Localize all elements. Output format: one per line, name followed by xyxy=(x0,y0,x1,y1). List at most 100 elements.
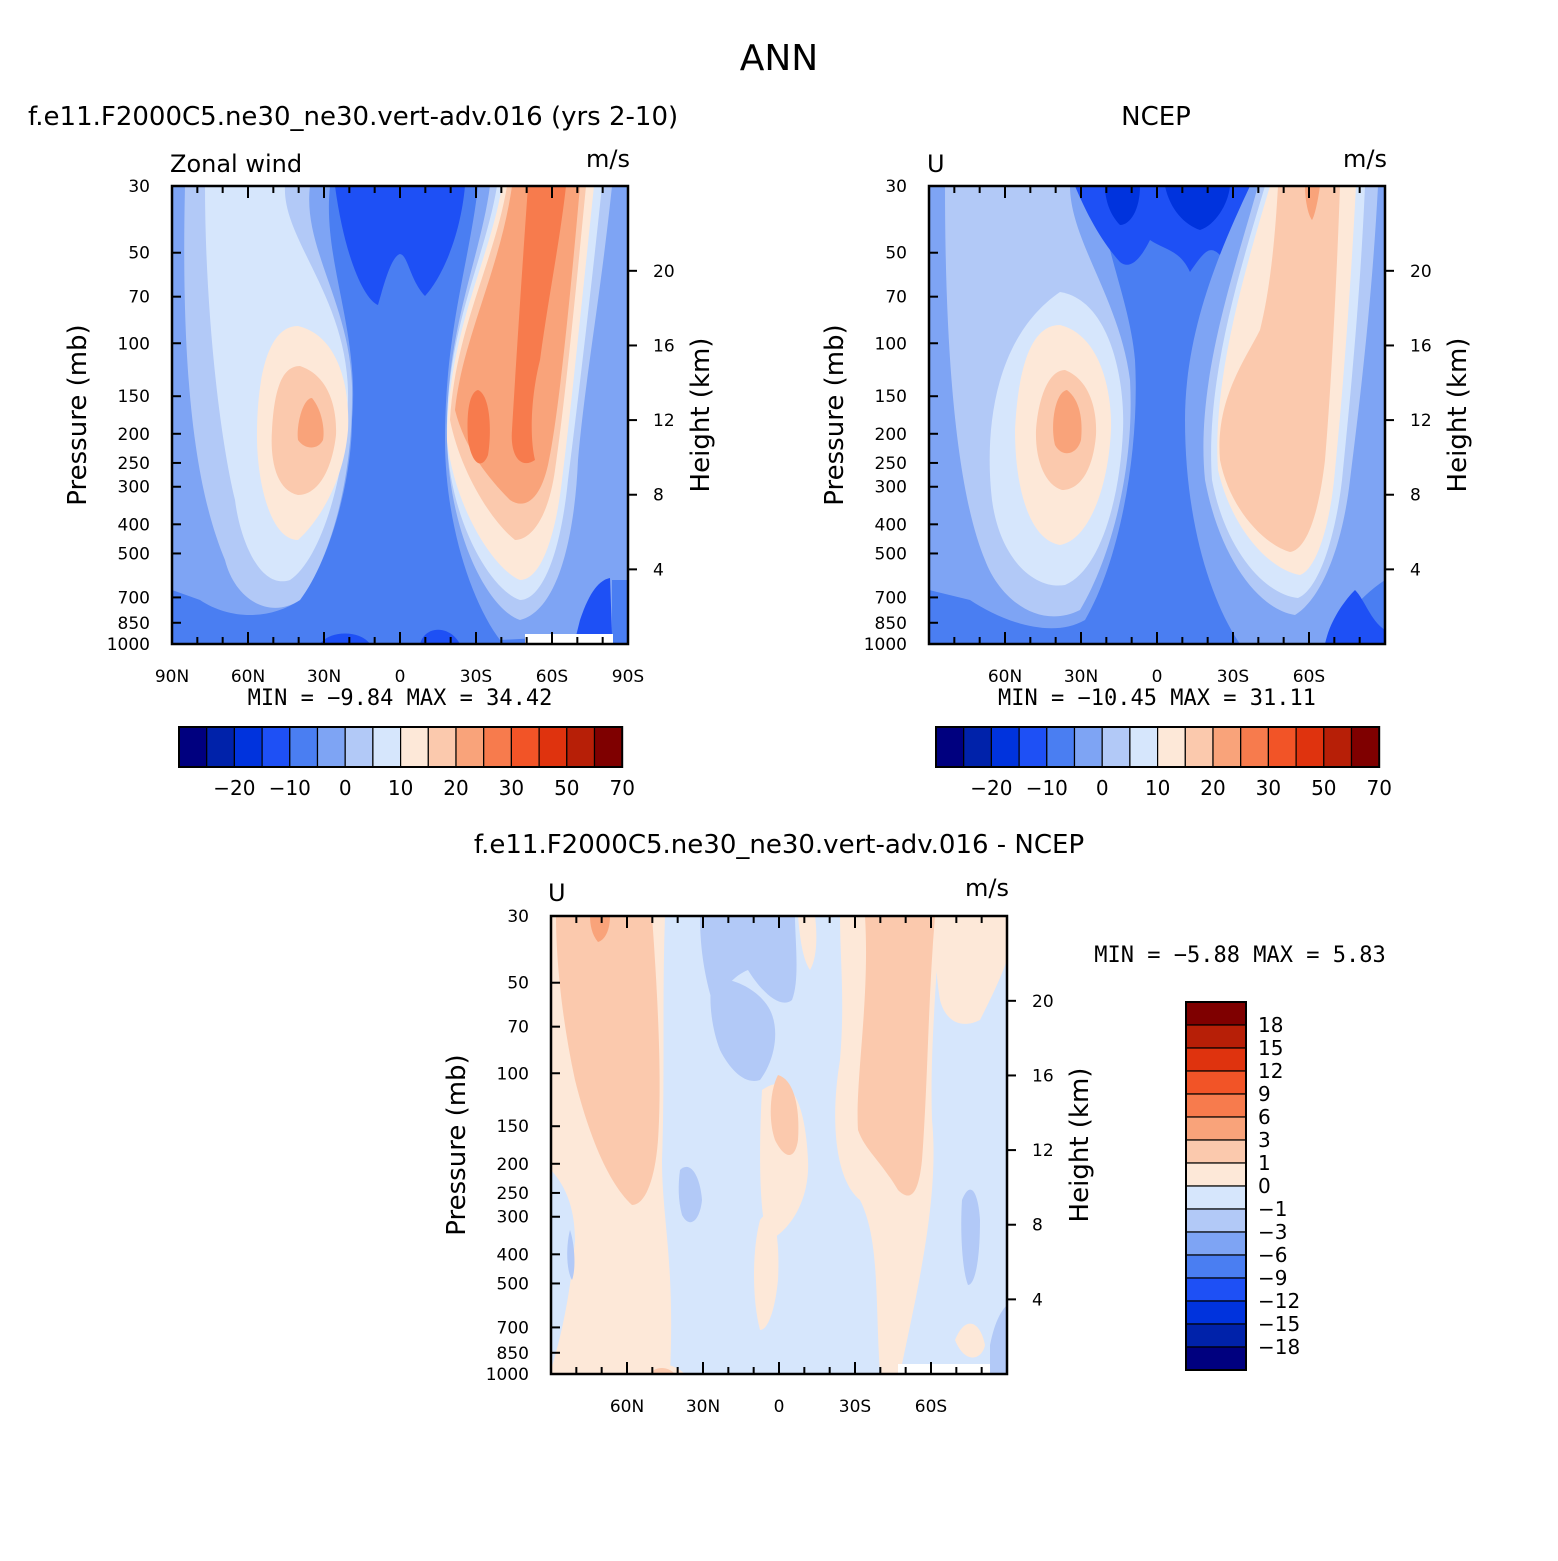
colorbar-swatch xyxy=(1018,726,1048,768)
contour-band xyxy=(590,916,610,942)
colorbar-swatch xyxy=(1185,1116,1247,1141)
colorbar-swatch xyxy=(1185,1185,1247,1210)
x-tick-label: 0 xyxy=(774,1397,785,1417)
y2-axis-label: Height (km) xyxy=(1065,1068,1095,1223)
contour-band xyxy=(1219,186,1340,552)
y-tick-label: 200 xyxy=(497,1155,529,1175)
contour-band xyxy=(961,1189,980,1285)
colorbar-swatch xyxy=(1267,726,1297,768)
colorbar-swatch xyxy=(1185,1208,1247,1233)
y-tick-label: 150 xyxy=(497,1117,529,1137)
x-tick-label: 60N xyxy=(231,667,265,687)
contour-band xyxy=(990,1305,1007,1374)
panel-ncep: NCEP U m/s 30507010015020025030040050070… xyxy=(820,102,1473,800)
x-tick-label: 0 xyxy=(395,667,406,687)
y-tick-label: 500 xyxy=(118,544,150,564)
colorbar-swatch xyxy=(935,726,965,768)
y-tick-label: 30 xyxy=(885,177,907,197)
colorbar: −20 −10 0 10 20 30 50 70 xyxy=(935,726,1392,800)
y2-tick-label: 16 xyxy=(1032,1066,1054,1086)
y-tick-label: 100 xyxy=(118,334,150,354)
x-tick-label: 30N xyxy=(686,1397,720,1417)
min-max-stats: MIN = −9.84 MAX = 34.42 xyxy=(248,686,553,711)
colorbar-label: 50 xyxy=(554,776,579,800)
colorbar-swatch xyxy=(1350,726,1380,768)
y2-tick-label: 4 xyxy=(1410,560,1421,580)
y-tick-label: 850 xyxy=(497,1344,529,1364)
missing-data xyxy=(898,1364,990,1374)
colorbar-swatch xyxy=(1240,726,1269,768)
y-tick-label: 150 xyxy=(875,387,907,407)
contour-band xyxy=(1053,390,1082,454)
colorbar-swatch xyxy=(400,726,429,768)
colorbar-frame xyxy=(935,726,1381,768)
x-tick-label: 60N xyxy=(988,667,1022,687)
y-tick-label: 50 xyxy=(128,244,150,264)
x-tick-label: 60N xyxy=(610,1397,644,1417)
colorbar-swatch xyxy=(1156,726,1186,768)
colorbar-label: −9 xyxy=(1258,1266,1287,1290)
colorbar-label: 20 xyxy=(1200,776,1225,800)
y-tick-label: 150 xyxy=(118,387,150,407)
y-tick-label: 30 xyxy=(128,177,150,197)
colorbar-swatch xyxy=(1185,1300,1247,1325)
contour-band xyxy=(1325,590,1385,644)
y2-axis-label: Height (km) xyxy=(686,338,716,493)
panel-title: f.e11.F2000C5.ne30_ne30.vert-adv.016 (yr… xyxy=(28,102,678,132)
x-tick-label: 60S xyxy=(1293,667,1325,687)
colorbar-swatch xyxy=(963,726,993,768)
y2-tick-label: 8 xyxy=(1032,1216,1043,1236)
colorbar-swatch xyxy=(372,726,402,768)
colorbar-label: 30 xyxy=(499,776,524,800)
colorbar-swatch xyxy=(1184,726,1214,768)
y2-tick-label: 4 xyxy=(1032,1290,1043,1310)
y-tick-label: 1000 xyxy=(486,1365,529,1385)
contour-band xyxy=(754,1214,779,1330)
min-max-stats: MIN = −10.45 MAX = 31.11 xyxy=(998,686,1316,711)
colorbar-label: 0 xyxy=(1258,1174,1271,1198)
contour-field xyxy=(929,186,1385,644)
colorbar-swatch xyxy=(1101,726,1131,768)
colorbar-label: 15 xyxy=(1258,1036,1283,1060)
colorbar-swatch xyxy=(990,726,1020,768)
colorbar-label: 70 xyxy=(609,776,634,800)
contour-band xyxy=(335,186,465,305)
contour-band xyxy=(857,916,935,1196)
left-label: U xyxy=(548,879,566,907)
x-tick-label: 0 xyxy=(1152,667,1163,687)
y2-tick-label: 12 xyxy=(1410,411,1432,431)
colorbar-swatch xyxy=(593,726,623,768)
y-tick-label: 400 xyxy=(497,1245,529,1265)
colorbar-swatch xyxy=(1185,1070,1247,1095)
colorbar-frame xyxy=(1185,1001,1247,1371)
axes: 3050701001502002503004005007008501000481… xyxy=(107,177,675,687)
contour-band xyxy=(955,1323,985,1358)
colorbar-label: 9 xyxy=(1258,1082,1271,1106)
contour-field xyxy=(172,186,628,644)
y-tick-label: 70 xyxy=(128,288,150,308)
colorbar-label: −20 xyxy=(970,776,1012,800)
y-tick-label: 700 xyxy=(497,1318,529,1338)
y2-tick-label: 20 xyxy=(653,262,675,282)
colorbar-label: 12 xyxy=(1258,1059,1283,1083)
colorbar-label: 18 xyxy=(1258,1013,1283,1037)
colorbar-swatch xyxy=(233,726,263,768)
contour-band xyxy=(650,1368,675,1374)
colorbar-label: −6 xyxy=(1258,1243,1287,1267)
y2-tick-label: 16 xyxy=(653,336,675,356)
colorbar-swatch xyxy=(1295,726,1325,768)
units-label: m/s xyxy=(586,145,630,173)
colorbar-swatch xyxy=(316,726,346,768)
units-label: m/s xyxy=(1343,145,1387,173)
x-tick-label: 30S xyxy=(460,667,492,687)
y-tick-label: 250 xyxy=(118,454,150,474)
y-tick-label: 50 xyxy=(885,244,907,264)
y-tick-label: 250 xyxy=(497,1184,529,1204)
x-tick-label: 30N xyxy=(1064,667,1098,687)
y2-tick-label: 20 xyxy=(1410,262,1432,282)
left-label: Zonal wind xyxy=(170,150,302,178)
x-tick-label: 30S xyxy=(1217,667,1249,687)
figure-title: ANN xyxy=(740,38,819,79)
y-tick-label: 300 xyxy=(118,478,150,498)
